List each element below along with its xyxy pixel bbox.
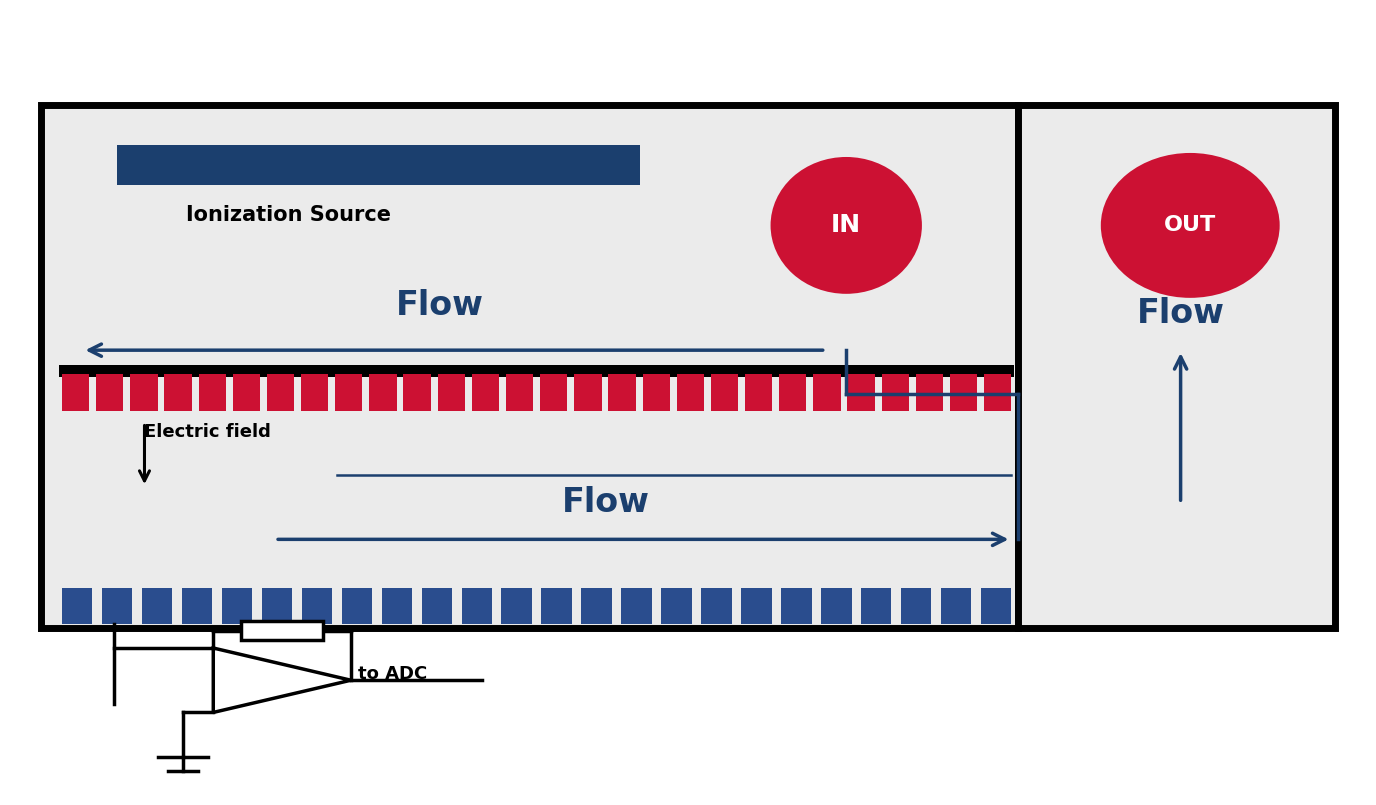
Text: Flow: Flow [396,289,484,322]
Text: Ionization Source: Ionization Source [186,205,391,225]
Bar [102,588,132,624]
Bar [984,374,1011,411]
Bar [813,374,841,411]
Bar [62,588,92,624]
Bar [981,588,1011,624]
Bar [369,374,396,411]
Bar [59,365,1014,377]
Text: Electric field: Electric field [144,423,271,440]
Bar [779,374,806,411]
Bar [662,588,692,624]
Bar [403,374,431,411]
Ellipse shape [1101,153,1280,298]
Bar [438,374,465,411]
Bar [341,588,372,624]
Bar [501,588,531,624]
Bar [821,588,852,624]
Bar [461,588,491,624]
Bar [472,374,499,411]
Bar [142,588,172,624]
Bar [882,374,910,411]
Text: IN: IN [831,213,861,237]
Ellipse shape [771,157,922,294]
Bar [233,374,260,411]
Bar [301,588,332,624]
Bar [421,588,451,624]
Bar [267,374,294,411]
Bar [677,374,705,411]
Text: OUT: OUT [1164,216,1216,235]
Bar [622,588,652,624]
Bar [744,374,772,411]
Bar [336,374,362,411]
Bar [182,588,212,624]
Bar [742,588,772,624]
Bar [41,105,1018,628]
Bar [949,374,977,411]
Bar [131,374,157,411]
Text: to ADC: to ADC [358,665,427,683]
Bar [506,374,533,411]
Bar [574,374,601,411]
Bar [782,588,812,624]
Bar [582,588,612,624]
Bar [301,374,329,411]
Bar [901,588,932,624]
Bar [117,145,640,185]
Bar [941,588,971,624]
Bar [711,374,738,411]
Bar [702,588,732,624]
Bar [643,374,670,411]
Bar [62,374,89,411]
Bar [241,621,323,640]
Bar [198,374,226,411]
Bar [861,588,892,624]
Bar [916,374,943,411]
Bar [381,588,411,624]
Bar [541,588,572,624]
Bar [222,588,252,624]
Bar [1018,105,1335,628]
Text: Flow: Flow [1137,297,1225,330]
Bar [608,374,636,411]
Text: Flow: Flow [561,486,649,519]
Bar [261,588,292,624]
Bar [164,374,191,411]
Bar [539,374,567,411]
Bar [848,374,875,411]
Bar [96,374,124,411]
